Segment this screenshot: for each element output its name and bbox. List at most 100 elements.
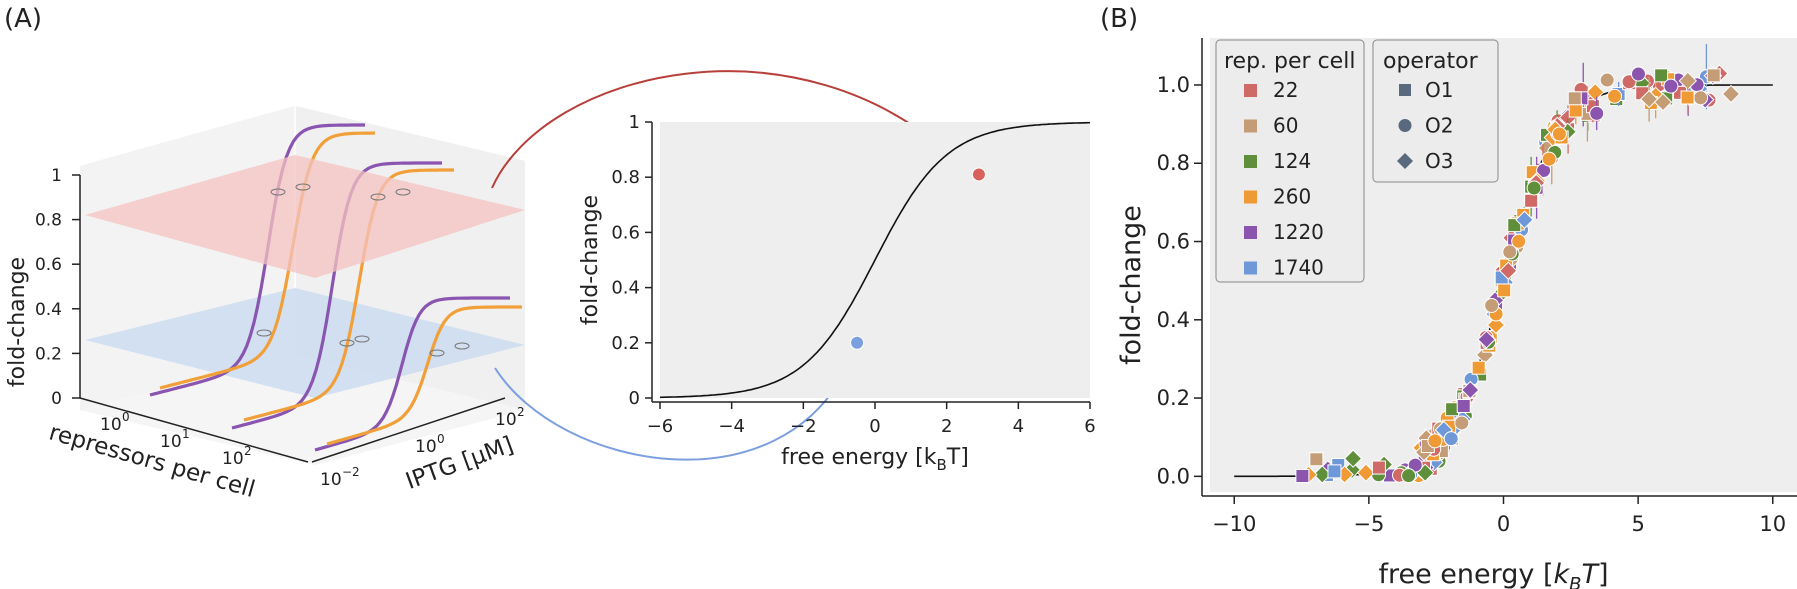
legend-label: 260: [1273, 185, 1311, 209]
legend-swatch: [1244, 261, 1257, 275]
y-axis-label: fold-change: [578, 195, 603, 325]
data-point-square: [1568, 103, 1583, 118]
plane-intersection-marker: [270, 188, 286, 196]
legend-label: 1740: [1273, 256, 1324, 280]
legend-label: 124: [1273, 149, 1311, 173]
data-point-circle: [1541, 151, 1557, 167]
x-tick-label: −2: [790, 416, 817, 437]
y-tick-label: 0.8: [1157, 151, 1190, 175]
y-tick-exponent: 2: [517, 405, 525, 419]
highlight-point: [850, 335, 865, 350]
y-tick-label: 0.4: [611, 278, 640, 299]
data-point-square: [1497, 283, 1512, 298]
highlight-point: [971, 167, 986, 182]
legend-label: O2: [1425, 114, 1453, 138]
x-axis-label: free energy [kBT]: [1378, 559, 1608, 589]
y-tick-label: 10: [495, 410, 517, 430]
y-tick-exponent: 0: [437, 432, 445, 446]
plane-intersection-marker: [370, 193, 386, 201]
panel-a-collapse-plot: −6 −4 −2 0 2 4 6 0 0.2 0.4 0.6 0.8 1 free energy [kB…: [578, 112, 1096, 474]
z-tick-label: 0.8: [35, 211, 62, 231]
induction-curve: [149, 123, 365, 397]
data-point-circle: [1454, 415, 1470, 431]
induction-curve: [159, 131, 376, 390]
legend-marker-square: [1399, 84, 1411, 96]
x-tick-label: 4: [1013, 416, 1024, 437]
y-axis-3d: [311, 397, 506, 463]
data-point-square: [1680, 90, 1695, 105]
data-point-square: [1456, 398, 1471, 413]
data-point-circle: [1663, 78, 1679, 94]
arrow-low-to-collapse: [494, 361, 851, 461]
data-point-circle: [1407, 457, 1423, 473]
legend-marker-diamond: [1397, 153, 1413, 169]
data-point-diamond: [1356, 463, 1376, 482]
induction-curve: [243, 168, 454, 422]
z-axis-label: fold-change: [5, 257, 30, 387]
y-tick-label: 0.4: [1157, 308, 1190, 332]
data-point-square: [1567, 91, 1582, 106]
legend-operator-title: operator: [1383, 49, 1479, 74]
y-tick-label: 0: [629, 388, 640, 409]
y-tick-label: 0.2: [611, 333, 640, 354]
theory-curve: [660, 121, 1090, 399]
x-tick-label: −10: [1212, 512, 1256, 536]
data-point-diamond: [1585, 82, 1605, 102]
data-point-diamond: [1721, 84, 1741, 104]
z-tick-label: 0.4: [35, 300, 62, 320]
x-tick-label: 10: [160, 432, 182, 452]
plane-low: [85, 288, 525, 398]
panel-label-b: (B): [1100, 4, 1138, 34]
legend-label: 60: [1273, 114, 1298, 138]
data-point-diamond: [1499, 261, 1518, 280]
x-tick-label: 0: [869, 416, 880, 437]
legend-marker-circle: [1398, 119, 1412, 132]
legend-label: O1: [1425, 78, 1453, 102]
x-tick-label: 0: [1497, 512, 1510, 536]
plane-high: [85, 155, 525, 278]
data-point-circle: [1589, 105, 1605, 121]
x-tick-label: −6: [647, 416, 674, 437]
data-point-square: [1445, 402, 1460, 417]
plane-intersection-marker: [395, 188, 411, 196]
induction-curve: [314, 296, 510, 452]
legend-label: 22: [1273, 78, 1298, 102]
data-point-diamond: [1639, 89, 1659, 109]
y-tick-label: 0.0: [1157, 464, 1190, 488]
data-point-circle: [1511, 233, 1527, 249]
legend-repressors-title: rep. per cell: [1224, 49, 1355, 74]
data-point-circle: [1551, 126, 1567, 142]
legend-swatch: [1244, 84, 1257, 97]
data-point-diamond: [1461, 380, 1480, 400]
data-point-square: [1706, 68, 1721, 83]
data-point-square: [1471, 360, 1486, 375]
data-point-circle: [1630, 66, 1646, 82]
data-point-circle: [1599, 72, 1615, 88]
data-point-square: [1371, 460, 1386, 475]
x-tick-exponent: 0: [122, 410, 130, 424]
legend-swatch: [1244, 119, 1257, 133]
data-point-diamond: [1343, 449, 1363, 468]
data-point-square: [1524, 193, 1539, 208]
x-axis-3d: [79, 397, 309, 463]
legend-swatch: [1244, 190, 1257, 204]
legend-swatch: [1244, 226, 1257, 239]
data-point-circle: [1526, 180, 1542, 196]
y-tick-label: 1.0: [1157, 73, 1190, 97]
data-point-circle: [1401, 468, 1417, 484]
data-point-square: [1327, 464, 1342, 479]
legend-label: 1220: [1273, 220, 1324, 244]
x-tick-label: 2: [941, 416, 952, 437]
plane-intersection-marker: [454, 342, 470, 350]
data-point-diamond: [1486, 315, 1506, 335]
data-point-circle: [1502, 244, 1518, 260]
arrow-high-to-collapse: [491, 70, 961, 189]
panel-b-collapse-plot: −10 −5 0 5 10 0.0 0.2 0.4 0.6 0.8 1.0 free energy …: [1116, 38, 1797, 589]
data-point-diamond: [1515, 210, 1534, 229]
x-tick-exponent: 2: [244, 444, 252, 458]
plane-intersection-marker: [354, 335, 370, 343]
data-point-circle: [1484, 297, 1500, 313]
y-axis-label: fold-change: [1116, 205, 1147, 365]
